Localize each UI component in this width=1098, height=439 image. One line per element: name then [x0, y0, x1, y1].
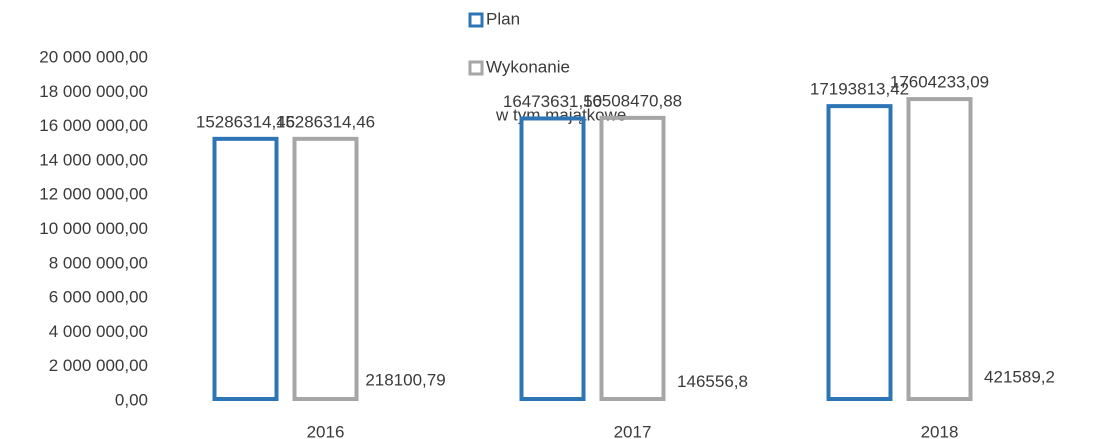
y-tick-label: 6 000 000,00 — [49, 288, 148, 307]
value-label: 16473631,50 — [503, 92, 602, 111]
value-label: 15286314,46 — [276, 112, 375, 131]
y-tick-label: 12 000 000,00 — [39, 185, 148, 204]
value-label: 17604233,09 — [890, 73, 989, 92]
x-tick-label: 2018 — [921, 422, 959, 439]
y-tick-label: 18 000 000,00 — [39, 82, 148, 101]
y-tick-label: 2 000 000,00 — [49, 356, 148, 375]
y-tick-label: 20 000 000,00 — [39, 47, 148, 66]
y-tick-label: 14 000 000,00 — [39, 150, 148, 169]
bar — [682, 398, 744, 399]
bar — [826, 104, 893, 401]
legend-swatch — [468, 60, 484, 76]
bar — [599, 115, 666, 401]
value-label: 16508470,88 — [583, 91, 682, 110]
y-tick-label: 10 000 000,00 — [39, 219, 148, 238]
bar — [989, 394, 1051, 399]
bar — [906, 97, 973, 401]
value-label: 15286314,46 — [196, 112, 295, 131]
value-label: 17193813,42 — [810, 80, 909, 99]
y-tick-label: 4 000 000,00 — [49, 322, 148, 341]
bar — [375, 397, 437, 399]
bar — [519, 116, 586, 401]
legend-label: Plan — [486, 9, 520, 28]
x-tick-label: 2016 — [307, 422, 345, 439]
legend-swatch — [468, 12, 484, 28]
value-label: 218100,79 — [365, 371, 445, 390]
bar — [292, 136, 359, 401]
value-label: 421589,2 — [984, 367, 1055, 386]
bar — [212, 136, 279, 401]
y-tick-label: 0,00 — [115, 390, 148, 409]
y-tick-label: 8 000 000,00 — [49, 253, 148, 272]
y-tick-label: 16 000 000,00 — [39, 116, 148, 135]
x-tick-label: 2017 — [614, 422, 652, 439]
value-label: 146556,8 — [677, 372, 748, 391]
legend-label: Wykonanie — [486, 57, 570, 76]
